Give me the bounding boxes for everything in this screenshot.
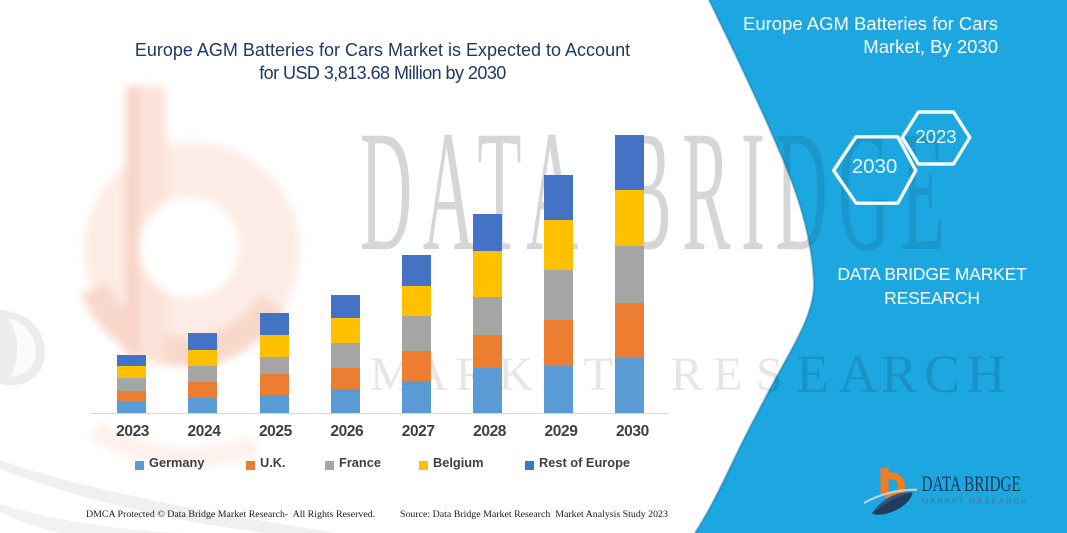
svg-text:DATA BRIDGE: DATA BRIDGE <box>922 472 1021 497</box>
svg-text:MARKET RESEARCH: MARKET RESEARCH <box>922 497 1028 506</box>
